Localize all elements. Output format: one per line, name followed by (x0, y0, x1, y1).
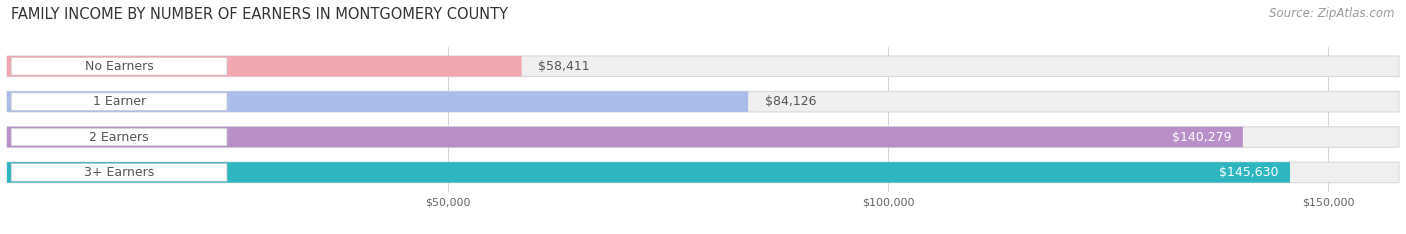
FancyBboxPatch shape (7, 91, 748, 112)
Text: Source: ZipAtlas.com: Source: ZipAtlas.com (1270, 7, 1395, 20)
FancyBboxPatch shape (7, 56, 522, 77)
FancyBboxPatch shape (11, 93, 226, 110)
FancyBboxPatch shape (11, 128, 226, 146)
FancyBboxPatch shape (7, 91, 1399, 112)
FancyBboxPatch shape (7, 127, 1243, 147)
FancyBboxPatch shape (7, 127, 1399, 147)
FancyBboxPatch shape (11, 58, 226, 75)
FancyBboxPatch shape (7, 56, 1399, 77)
FancyBboxPatch shape (7, 162, 1399, 183)
Text: $140,279: $140,279 (1173, 131, 1232, 143)
FancyBboxPatch shape (11, 164, 226, 181)
FancyBboxPatch shape (7, 162, 1289, 183)
Text: $58,411: $58,411 (538, 60, 591, 73)
Text: $145,630: $145,630 (1219, 166, 1279, 179)
Text: 2 Earners: 2 Earners (89, 131, 149, 143)
Text: 3+ Earners: 3+ Earners (84, 166, 155, 179)
Text: FAMILY INCOME BY NUMBER OF EARNERS IN MONTGOMERY COUNTY: FAMILY INCOME BY NUMBER OF EARNERS IN MO… (11, 7, 508, 22)
Text: No Earners: No Earners (84, 60, 153, 73)
Text: 1 Earner: 1 Earner (93, 95, 146, 108)
Text: $84,126: $84,126 (765, 95, 817, 108)
